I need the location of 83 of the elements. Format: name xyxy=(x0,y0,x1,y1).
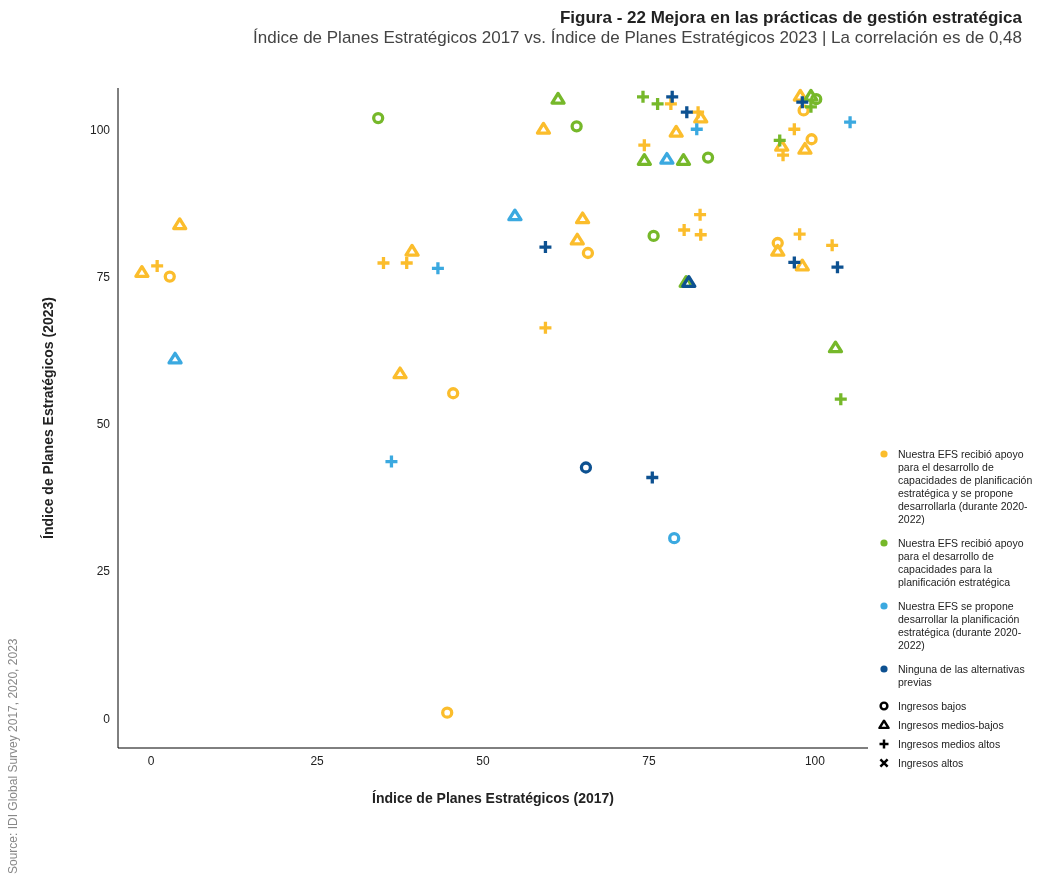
point xyxy=(794,258,810,272)
legend-label: Ingresos bajos xyxy=(898,700,967,713)
point xyxy=(833,391,849,407)
point xyxy=(635,89,651,105)
point xyxy=(574,211,591,225)
y-tick-label: 50 xyxy=(96,417,111,432)
legend-label: Ingresos medios altos xyxy=(898,738,1001,751)
point xyxy=(647,229,660,243)
point xyxy=(659,151,675,165)
y-axis-title: Índice de Planes Estratégicos (2023) xyxy=(39,297,56,539)
point xyxy=(569,232,585,246)
point xyxy=(701,151,715,164)
chart-subtitle: Índice de Planes Estratégicos 2017 vs. Índice de Planes Estratégicos 2023 | La correlación es de 0,48 xyxy=(253,28,1022,48)
x-axis-title: Índice de Planes Estratégicos (2017) xyxy=(372,790,614,806)
point xyxy=(636,137,652,153)
point xyxy=(771,236,784,250)
point xyxy=(372,111,385,125)
point xyxy=(690,104,706,120)
point xyxy=(537,320,554,336)
legend-label: Ingresos altos xyxy=(898,757,964,770)
legend-label: Ingresos medios-bajos xyxy=(898,719,1004,732)
source-note: Source: IDI Global Survey 2017, 2020, 2023 xyxy=(6,638,20,874)
point xyxy=(668,532,681,545)
point xyxy=(649,96,666,112)
point xyxy=(581,246,595,260)
point xyxy=(134,265,150,278)
legend-label: Ninguna de las alternativas previas xyxy=(898,663,1026,689)
point xyxy=(550,91,566,105)
point xyxy=(676,222,692,238)
x-tick-label: 25 xyxy=(310,753,325,768)
point xyxy=(404,243,420,257)
point xyxy=(375,255,392,271)
y-tick-label: 75 xyxy=(96,269,111,284)
point xyxy=(537,239,554,255)
point xyxy=(794,94,810,110)
point xyxy=(399,255,415,271)
point xyxy=(692,207,708,223)
point xyxy=(803,88,819,102)
point xyxy=(167,351,183,365)
point xyxy=(535,121,552,135)
point xyxy=(693,227,709,243)
point xyxy=(675,153,692,166)
point xyxy=(636,153,652,166)
point xyxy=(430,260,446,276)
point xyxy=(772,132,788,149)
point xyxy=(447,387,460,400)
point xyxy=(644,469,660,486)
point xyxy=(149,258,165,274)
point xyxy=(172,217,188,231)
point xyxy=(786,121,802,137)
point xyxy=(791,226,808,242)
point xyxy=(770,243,786,257)
point xyxy=(805,133,818,146)
point xyxy=(786,254,802,271)
x-tick-label: 0 xyxy=(147,753,155,768)
y-tick-label: 25 xyxy=(96,564,111,579)
point xyxy=(664,89,680,105)
chart-title: Figura - 22 Mejora en las prácticas de gestión estratégica xyxy=(559,8,1022,28)
point xyxy=(163,270,176,283)
point xyxy=(689,121,705,137)
point xyxy=(827,340,844,354)
y-tick-label: 0 xyxy=(103,711,111,726)
point xyxy=(392,366,408,380)
point xyxy=(797,141,813,155)
point xyxy=(803,99,819,115)
y-tick-label: 100 xyxy=(89,122,111,137)
point xyxy=(579,461,593,474)
point xyxy=(679,104,695,120)
point xyxy=(824,237,840,253)
point xyxy=(441,706,454,719)
point xyxy=(383,453,400,470)
point xyxy=(810,93,823,106)
legend-label: Nuestra EFS recibió apoyo para el desarrollo de capacidades de planificación estratégica y se propone desarrollarla (durante 2020-2022) xyxy=(898,448,1034,526)
point xyxy=(668,124,684,138)
x-tick-label: 75 xyxy=(642,753,656,768)
point xyxy=(507,208,523,222)
point xyxy=(829,259,846,275)
point xyxy=(842,114,858,130)
x-tick-label: 100 xyxy=(804,753,826,768)
legend-label: Nuestra EFS se propone desarrollar la planificación estratégica (durante 2020-2022) xyxy=(898,600,1023,652)
x-tick-label: 50 xyxy=(476,753,491,768)
legend-label: Nuestra EFS recibió apoyo para el desarrollo de capacidades para la planificación estratégica xyxy=(898,537,1025,589)
point xyxy=(570,120,583,133)
